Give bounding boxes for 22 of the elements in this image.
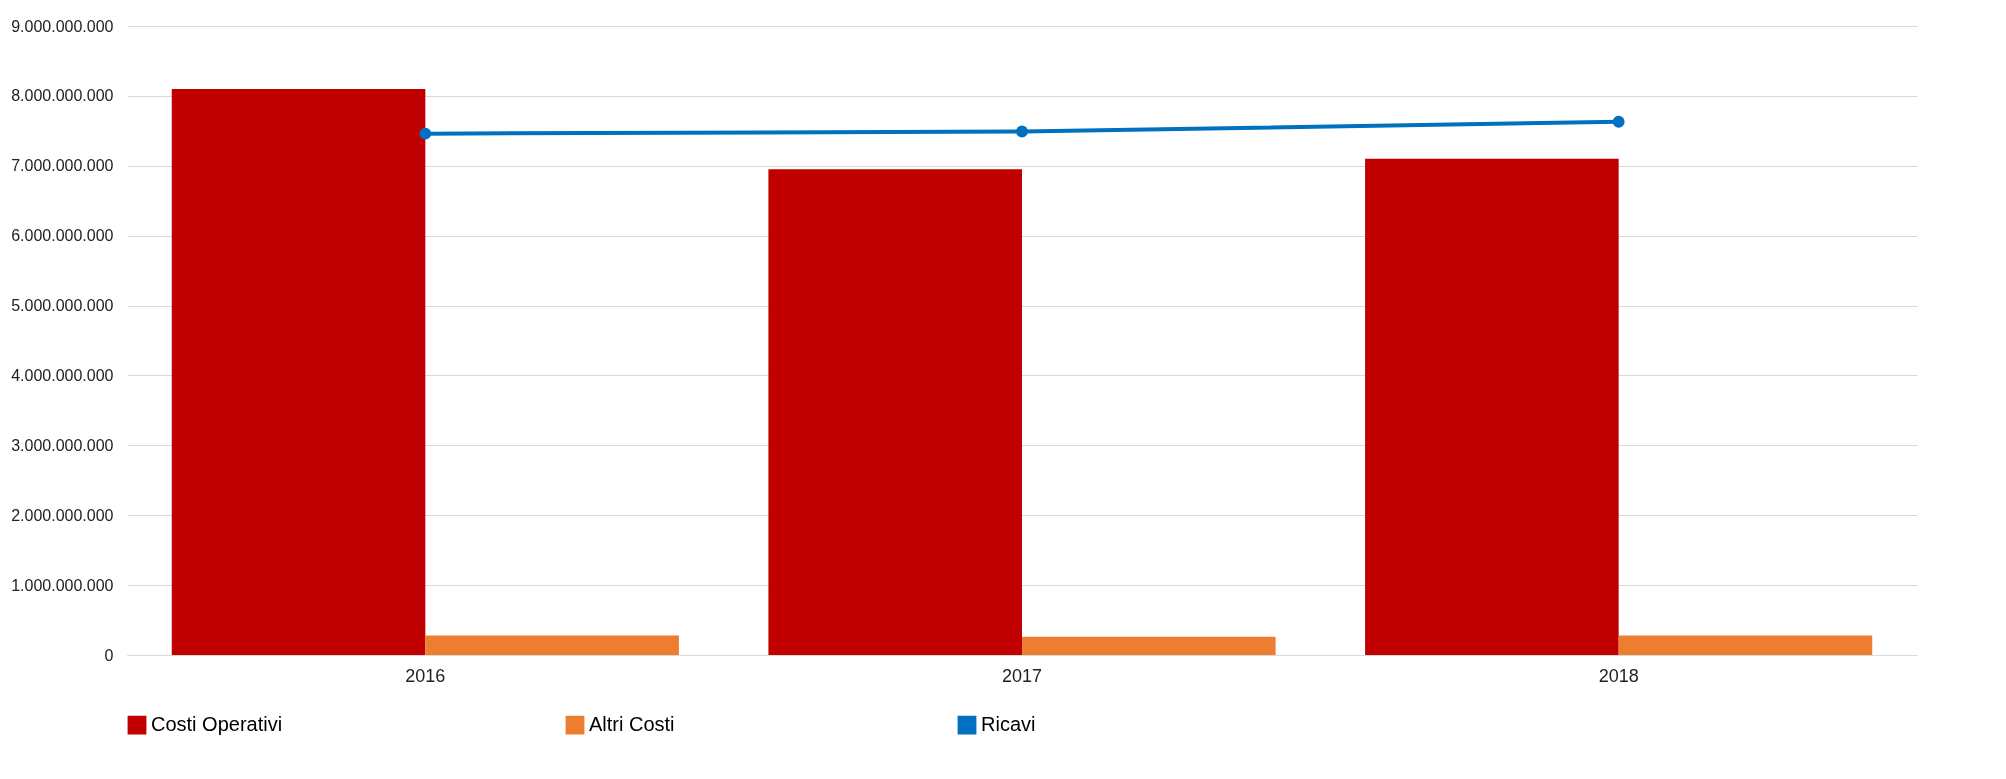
x-tick-label: 2016	[405, 665, 446, 686]
y-tick-label: 3.000.000.000	[11, 436, 114, 454]
y-tick-label: 7.000.000.000	[11, 157, 114, 175]
bar	[768, 169, 1022, 655]
bar	[171, 88, 426, 655]
x-tick-label: 2017	[1001, 665, 1043, 686]
legend-label: Altri Costi	[589, 713, 675, 736]
y-tick-label: 9.000.000.000	[11, 17, 114, 35]
y-tick-label: 0	[104, 646, 114, 664]
y-tick-label: 8.000.000.000	[11, 87, 114, 105]
bar	[1365, 158, 1619, 655]
y-tick-label: 2.000.000.000	[11, 506, 114, 524]
legend-label: Costi Operativi	[151, 713, 283, 736]
bar	[425, 635, 679, 655]
legend-label: Ricavi	[981, 713, 1036, 736]
y-tick-label: 4.000.000.000	[11, 366, 114, 384]
bar	[1618, 635, 1873, 655]
y-tick-label: 1.000.000.000	[11, 576, 114, 594]
y-tick-label: 6.000.000.000	[11, 227, 114, 245]
y-tick-label: 5.000.000.000	[11, 297, 114, 315]
bar	[1022, 636, 1276, 655]
x-tick-label: 2018	[1598, 665, 1639, 686]
